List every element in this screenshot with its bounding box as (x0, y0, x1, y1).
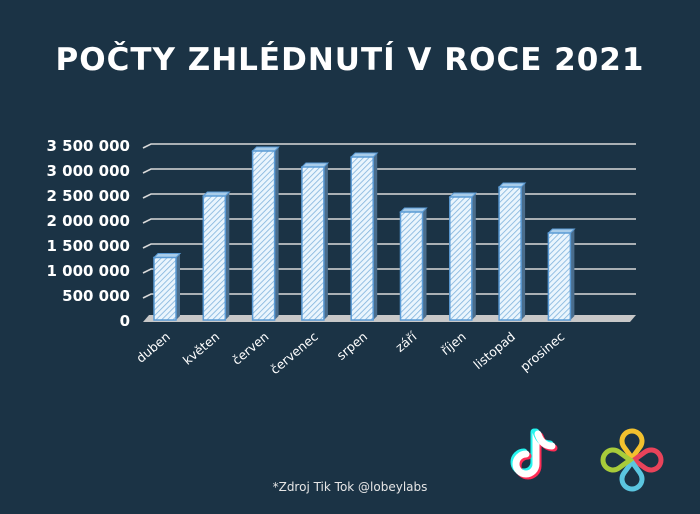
x-tick-label: červenec (267, 329, 321, 377)
bar (449, 196, 473, 321)
bar-side (323, 163, 328, 320)
bar-side (471, 193, 476, 320)
x-tick-label: červen (229, 329, 271, 368)
y-tick-label: 3 500 000 (46, 137, 130, 155)
y-tick-label: 500 000 (62, 287, 130, 305)
bar-side (570, 229, 575, 320)
x-tick-label: srpen (334, 329, 371, 363)
x-tick-label: prosinec (517, 329, 567, 375)
lobeylabs-logo (600, 428, 664, 492)
x-tick-label: září (392, 328, 420, 355)
y-tick-label: 1 500 000 (46, 237, 130, 255)
bar-side (521, 183, 526, 320)
y-tick-label: 2 000 000 (46, 212, 130, 230)
bar (350, 156, 374, 321)
bar (399, 211, 424, 321)
y-tick-label: 1 000 000 (46, 262, 130, 280)
tiktok-logo (510, 428, 558, 480)
bar (498, 186, 522, 321)
bar (547, 232, 572, 321)
gridline (142, 143, 636, 149)
source-note: *Zdroj Tik Tok @lobeylabs (272, 480, 428, 494)
bar (153, 256, 177, 321)
bar-side (274, 147, 279, 320)
bar-side (176, 253, 180, 320)
x-tick-label: duben (133, 329, 173, 366)
bar (251, 150, 276, 321)
x-tick-label: květen (180, 329, 222, 368)
x-tick-label: listopad (470, 329, 518, 372)
y-tick-label: 2 500 000 (46, 187, 130, 205)
x-tick-label: říjen (438, 329, 469, 358)
bar-side (225, 192, 230, 320)
bar-chart: 0 500 000 1 000 000 1 500 000 2 000 000 2 500… (46, 137, 636, 377)
y-tick-label: 0 (120, 312, 130, 330)
bar (301, 166, 325, 321)
bar-side (373, 153, 378, 320)
bar (202, 195, 227, 321)
bar-side (422, 208, 427, 320)
y-tick-label: 3 000 000 (46, 162, 130, 180)
chart-title: POČTY ZHLÉDNUTÍ V ROCE 2021 (55, 42, 645, 78)
gridline (142, 168, 636, 174)
